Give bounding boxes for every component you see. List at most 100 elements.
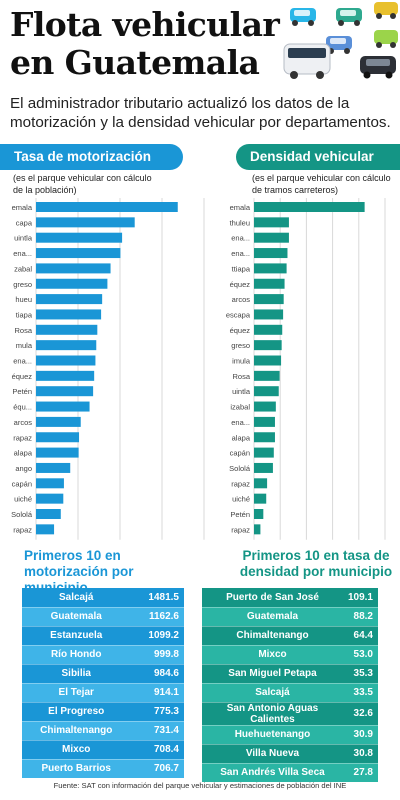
bar [254, 232, 289, 243]
bar [36, 509, 61, 519]
table-row: Mixco 53.0 [202, 645, 378, 665]
table-row: Mixco 708.4 [22, 740, 184, 760]
table-row: Puerto de San José 109.1 [202, 588, 378, 608]
municipality-value: 708.4 [130, 740, 184, 760]
table-row: Chimaltenango 731.4 [22, 721, 184, 741]
bar [254, 263, 287, 274]
cars-illustration [283, 2, 398, 79]
motorization-heading: Tasa de motorización [0, 144, 183, 170]
motorization-note: (es el parque vehicular con cálculo de l… [13, 173, 152, 195]
bar [254, 340, 282, 351]
municipality-name: Río Hondo [22, 645, 131, 665]
category-label: rapaz [13, 433, 32, 442]
car-icon [290, 8, 316, 26]
car-icon [374, 30, 398, 48]
bar [36, 278, 108, 289]
bar [36, 217, 135, 228]
municipality-name: Puerto de San José [202, 588, 343, 608]
category-label: équez [230, 326, 251, 335]
category-label: greso [231, 341, 250, 350]
bar [36, 478, 64, 489]
municipality-value: 1481.5 [130, 588, 184, 608]
municipality-name: Mixco [202, 645, 343, 665]
category-label: arcos [14, 418, 33, 427]
table-row: Huehuetenango 30.9 [202, 725, 378, 745]
municipality-value: 53.0 [342, 645, 378, 665]
municipality-name: Guatemala [202, 607, 343, 627]
category-label: ttiapa [232, 264, 251, 273]
car-icon [374, 2, 398, 19]
bar [36, 309, 102, 320]
bar [254, 462, 273, 473]
bar [36, 447, 79, 458]
municipality-name: Chimaltenango [22, 721, 131, 741]
municipality-value: 914.1 [130, 683, 184, 703]
density-chart: 0918273645emalathuleuena...ena...ttiapaé… [226, 198, 386, 540]
municipality-value: 27.8 [342, 763, 378, 783]
bar [254, 416, 275, 427]
density-top10-title: Primeros 10 en tasa de densidad por muni… [239, 548, 393, 579]
category-label: tiapa [16, 310, 33, 319]
category-label: uiché [14, 495, 32, 504]
bus-icon [283, 43, 331, 79]
category-label: équ... [13, 403, 32, 412]
category-label: zabal [14, 264, 32, 273]
subtitle: El administrador tributario actualizó lo… [10, 95, 391, 131]
table-row: El Tejar 914.1 [22, 683, 184, 703]
category-label: ena... [231, 249, 250, 258]
municipality-value: 30.8 [342, 744, 378, 764]
category-label: Rosa [232, 372, 250, 381]
bar [254, 294, 284, 305]
bar [254, 355, 282, 366]
municipality-value: 33.5 [342, 683, 378, 703]
bar [254, 524, 261, 535]
table-row: San Andrés Villa Seca 27.8 [202, 763, 378, 783]
bar [254, 493, 267, 504]
category-label: escapa [226, 310, 251, 319]
bar [36, 524, 55, 535]
category-label: imula [232, 357, 251, 366]
bar [254, 478, 268, 489]
category-label: uintla [14, 234, 33, 243]
bar [36, 370, 95, 381]
category-label: rapaz [13, 525, 32, 534]
category-label: hueu [15, 295, 32, 304]
bar [254, 217, 289, 228]
bar [36, 386, 94, 397]
table-row: Estanzuela 1099.2 [22, 626, 184, 646]
municipality-value: 109.1 [342, 588, 378, 608]
municipality-value: 775.3 [130, 702, 184, 722]
municipality-name: Salcajá [202, 683, 343, 703]
bar [36, 401, 90, 412]
bar [36, 232, 123, 243]
category-label: emala [230, 203, 251, 212]
category-label: capán [230, 449, 250, 458]
page-title: Flota vehicular en Guatemala [10, 5, 280, 82]
municipality-value: 1162.6 [130, 607, 184, 627]
bar [254, 324, 283, 335]
category-label: mula [16, 341, 33, 350]
bar [36, 294, 103, 305]
density-note: (es el parque vehicular con cálculo de t… [252, 173, 391, 195]
municipality-name: Salcajá [22, 588, 131, 608]
bar [36, 202, 178, 212]
municipality-name: Huehuetenango [202, 725, 343, 745]
category-label: équez [12, 372, 33, 381]
category-label: Petén [230, 510, 250, 519]
category-label: ena... [13, 357, 32, 366]
bar [254, 370, 280, 381]
municipality-value: 731.4 [130, 721, 184, 741]
category-label: arcos [232, 295, 251, 304]
table-row: Salcajá 1481.5 [22, 588, 184, 608]
category-label: greso [13, 280, 32, 289]
category-label: Sololá [229, 464, 251, 473]
table-row: Guatemala 1162.6 [22, 607, 184, 627]
category-label: capán [12, 479, 32, 488]
municipality-name: San Miguel Petapa [202, 664, 343, 684]
bar [254, 401, 276, 412]
category-label: équez [230, 280, 251, 289]
municipality-name: Mixco [22, 740, 131, 760]
category-label: Sololá [11, 510, 33, 519]
category-label: thuleu [230, 218, 250, 227]
municipality-name: El Tejar [22, 683, 131, 703]
